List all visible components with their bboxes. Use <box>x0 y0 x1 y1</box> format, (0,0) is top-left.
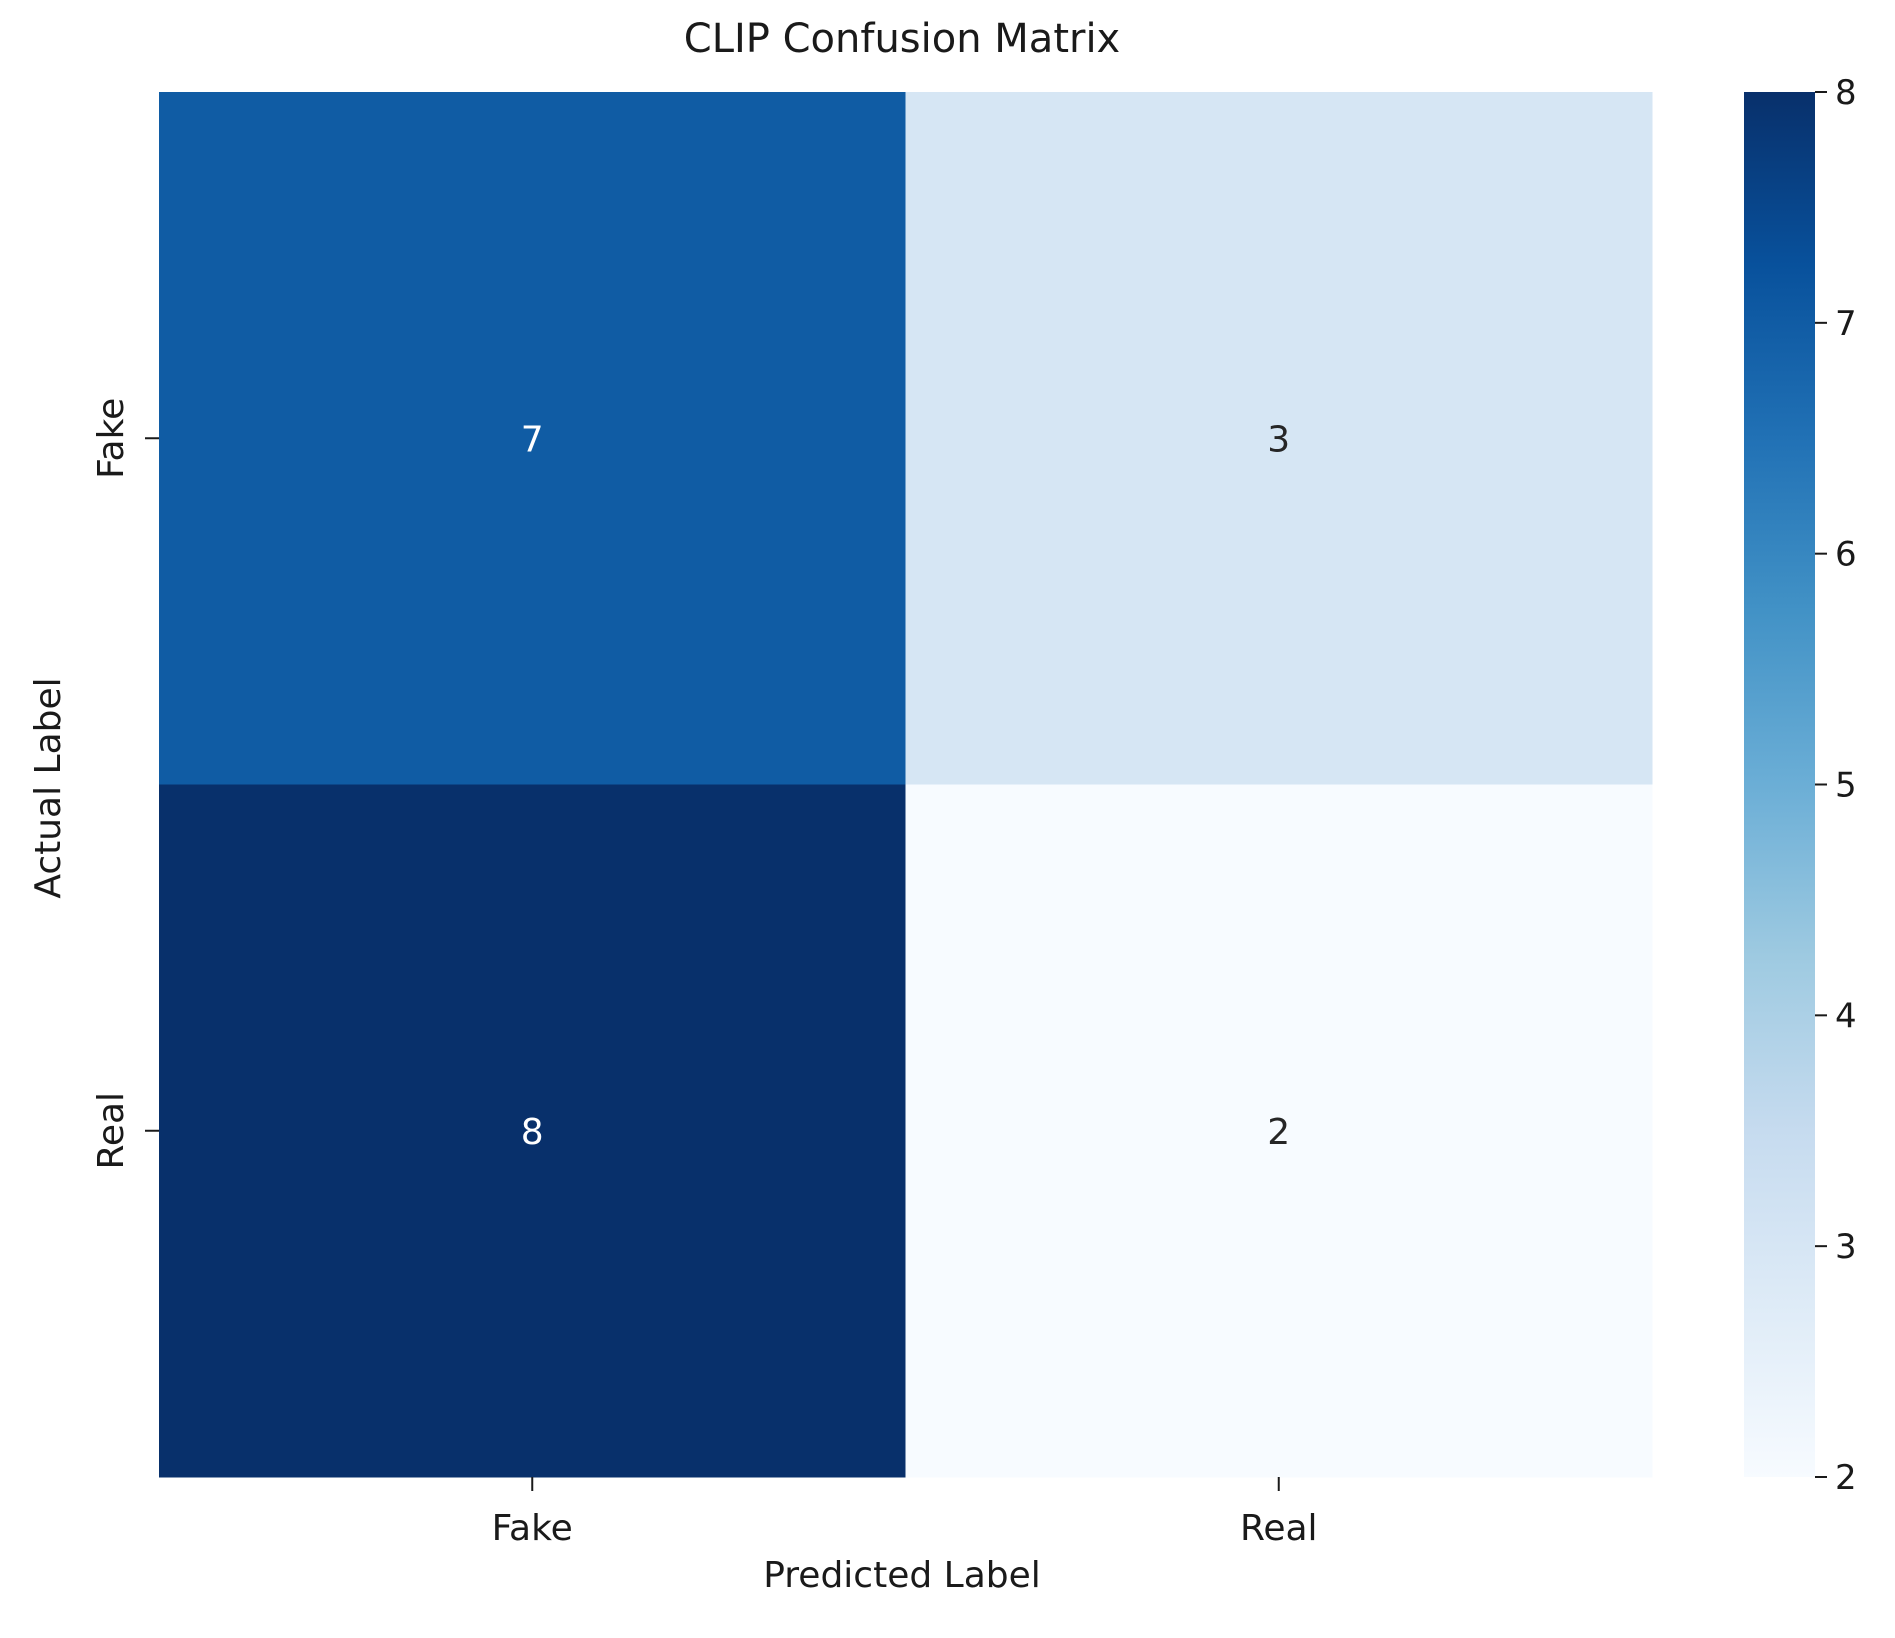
x-axis-label: Predicted Label <box>763 1555 1041 1596</box>
colorbar-tick-label-2: 2 <box>1835 1458 1857 1498</box>
y-axis-ticks: Fake Real <box>91 398 159 1170</box>
colorbar-tick-label-4: 4 <box>1835 996 1857 1036</box>
chart-title: CLIP Confusion Matrix <box>684 16 1120 62</box>
cell-value-fake-fake: 7 <box>521 419 544 460</box>
cell-value-real-real: 2 <box>1267 1112 1290 1153</box>
colorbar-tick-label-5: 5 <box>1835 766 1857 806</box>
y-tick-label-fake: Fake <box>91 398 132 479</box>
cell-fake-fake <box>159 92 906 785</box>
heatmap-cells <box>159 92 1653 1478</box>
colorbar-tick-label-8: 8 <box>1835 73 1857 113</box>
cell-value-labels: 7 3 8 2 <box>521 419 1290 1153</box>
y-axis-label: Actual Label <box>28 677 69 898</box>
colorbar-tick-label-7: 7 <box>1835 304 1857 344</box>
x-tick-label-real: Real <box>1240 1508 1318 1549</box>
colorbar-tick-label-3: 3 <box>1835 1227 1857 1267</box>
cell-value-real-fake: 8 <box>521 1112 544 1153</box>
x-tick-label-fake: Fake <box>492 1508 573 1549</box>
cell-value-fake-real: 3 <box>1267 419 1290 460</box>
x-axis-ticks: Fake Real <box>492 1477 1318 1549</box>
y-tick-label-real: Real <box>91 1092 132 1170</box>
colorbar-ticks: 2 3 4 5 6 7 8 <box>1815 73 1857 1498</box>
cell-fake-real <box>905 92 1653 785</box>
cell-real-fake <box>159 784 906 1478</box>
colorbar <box>1744 92 1815 1477</box>
cell-real-real <box>905 784 1653 1478</box>
colorbar-tick-label-6: 6 <box>1835 535 1857 575</box>
